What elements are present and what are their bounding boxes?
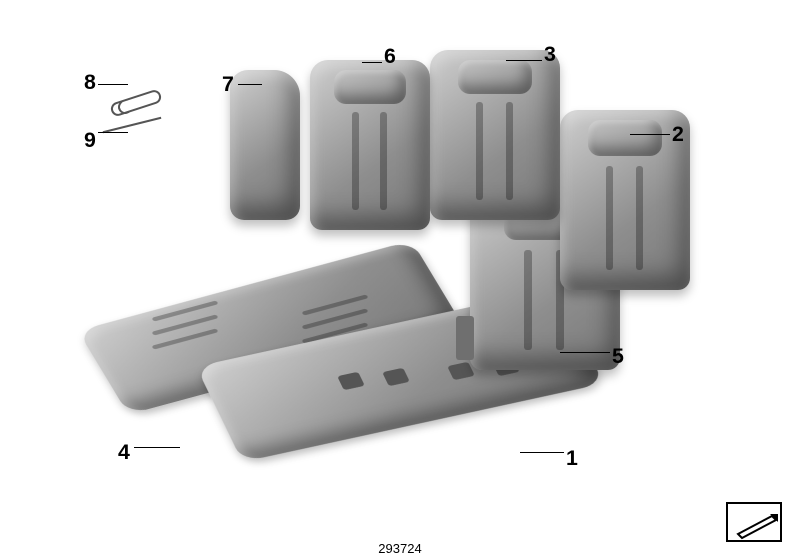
zoom-region-icon [726,502,782,542]
callout-7: 7 [222,72,234,97]
leader-5 [560,352,610,353]
callout-6: 6 [384,44,396,69]
leader-6 [362,62,382,63]
leader-8 [98,84,128,85]
callout-3: 3 [544,42,556,67]
leader-1 [520,452,564,453]
leader-2 [630,134,670,135]
retaining-wire [102,120,162,130]
callout-4: 4 [118,440,130,465]
backrest-cover-left [310,60,430,230]
retaining-clip [110,96,158,110]
leader-3 [506,60,542,61]
figure-number: 293724 [378,541,421,556]
backrest-foam-left [430,50,560,220]
callout-1: 1 [566,446,578,471]
leader-4 [134,447,180,448]
callout-2: 2 [672,122,684,147]
callout-5: 5 [612,344,624,369]
backrest-cover-right [560,110,690,290]
side-bolster-cover [230,70,300,220]
leader-7 [238,84,262,85]
leader-9 [98,132,128,133]
callout-9: 9 [84,128,96,153]
callout-8: 8 [84,70,96,95]
